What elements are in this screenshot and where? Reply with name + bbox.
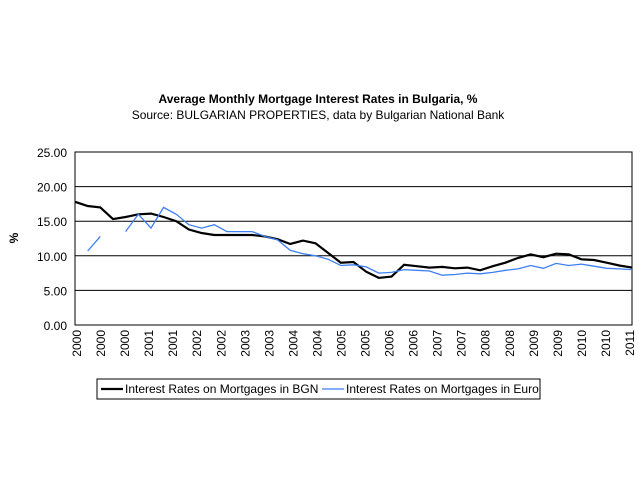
x-tick-label: 2000 — [94, 330, 108, 357]
x-tick-label: 2007 — [455, 330, 469, 357]
x-tick-label: 2001 — [142, 330, 156, 357]
x-tick-label: 2008 — [503, 330, 517, 357]
x-tick-label: 2003 — [238, 330, 252, 357]
x-tick-label: 2010 — [599, 330, 613, 357]
x-tick-label: 2000 — [70, 330, 84, 357]
x-tick-label: 2003 — [262, 330, 276, 357]
x-tick-label: 2005 — [359, 330, 373, 357]
x-tick-label: 2006 — [407, 330, 421, 357]
y-tick-label: 15.00 — [37, 215, 67, 229]
x-tick-label: 2009 — [551, 330, 565, 357]
y-tick-label: 20.00 — [37, 181, 67, 195]
x-tick-label: 2002 — [190, 330, 204, 357]
x-tick-label: 2004 — [286, 330, 300, 357]
y-tick-label: 0.00 — [44, 319, 68, 333]
x-tick-label: 2007 — [431, 330, 445, 357]
plot-area — [74, 151, 633, 326]
x-tick-label: 2005 — [334, 330, 348, 357]
x-tick-label: 2004 — [310, 330, 324, 357]
y-tick-label: 5.00 — [44, 284, 68, 298]
x-tick-label: 2008 — [479, 330, 493, 357]
line-series — [74, 200, 633, 280]
chart-title: Average Monthly Mortgage Interest Rates … — [159, 92, 478, 106]
line-series — [87, 206, 633, 276]
x-tick-label: 2002 — [214, 330, 228, 357]
x-tick-label: 2006 — [383, 330, 397, 357]
x-tick-label: 2009 — [527, 330, 541, 357]
legend — [96, 378, 541, 400]
x-tick-label: 2001 — [166, 330, 180, 357]
chart-subtitle: Source: BULGARIAN PROPERTIES, data by Bu… — [132, 108, 506, 122]
x-tick-label: 2000 — [118, 330, 132, 357]
y-tick-label: 10.00 — [37, 250, 67, 264]
x-tick-label: 2010 — [575, 330, 589, 357]
x-tick-label: 2011 — [623, 330, 637, 356]
legend-label: Interest Rates on Mortgages in Euro — [346, 382, 539, 396]
y-axis-label: % — [7, 232, 21, 243]
legend-label: Interest Rates on Mortgages in BGN — [125, 382, 318, 396]
y-tick-label: 25.00 — [37, 146, 67, 160]
